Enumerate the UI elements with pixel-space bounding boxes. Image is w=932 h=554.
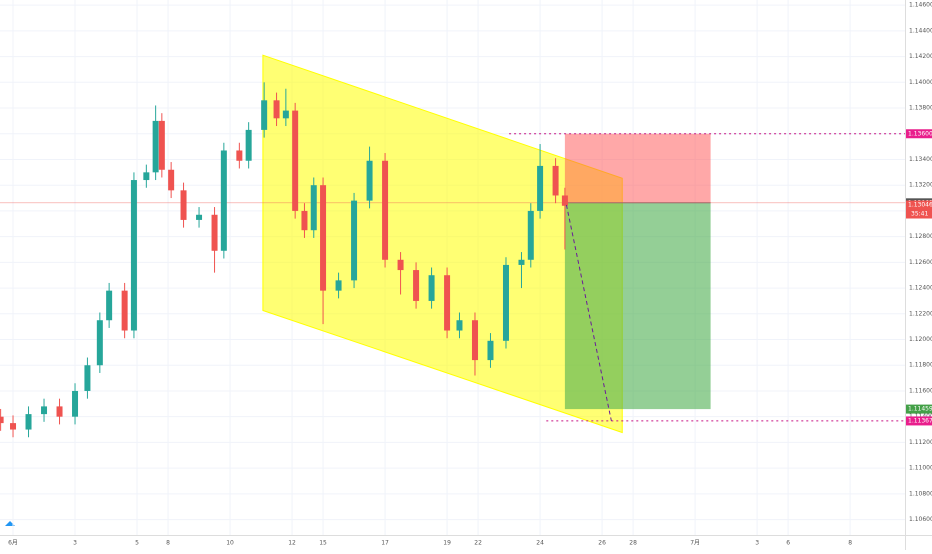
price-label-bg	[906, 200, 932, 210]
y-tick-label: 1.11600	[909, 387, 932, 394]
y-tick-label: 1.12400	[909, 285, 932, 292]
stop-zone	[564, 133, 711, 203]
candle-body	[456, 320, 463, 331]
y-tick-label: 1.11800	[909, 362, 932, 369]
candle-body	[121, 290, 128, 331]
candle-body	[301, 210, 308, 231]
candle-body	[10, 423, 17, 430]
countdown: 35:41	[911, 210, 928, 217]
x-tick-label: 12	[288, 540, 296, 547]
x-tick-label: 26	[598, 540, 606, 547]
x-tick-label: 7月	[690, 540, 700, 547]
candle-body	[273, 100, 280, 119]
candle-body	[143, 172, 150, 181]
price-label-bg	[906, 404, 932, 414]
x-tick-label: 17	[381, 540, 389, 547]
y-tick-label: 1.14000	[909, 79, 932, 86]
y-tick-label: 1.12600	[909, 259, 932, 266]
candle-body	[56, 406, 63, 417]
y-tick-label: 1.11200	[909, 439, 932, 446]
candle-body	[0, 416, 4, 424]
candle-body	[168, 169, 175, 191]
logo-mark	[5, 521, 15, 526]
parallel-channel	[262, 54, 623, 434]
x-tick-label: 6	[786, 540, 790, 547]
y-tick-label: 1.13400	[909, 156, 932, 163]
candle-body	[130, 180, 137, 331]
countdown-bg	[906, 209, 932, 219]
candle-body	[413, 270, 420, 301]
candle-body	[292, 110, 299, 211]
candle-body	[220, 150, 227, 251]
candle-body	[335, 280, 342, 291]
x-tick-label: 3	[73, 540, 77, 547]
x-tick-label: 8	[166, 540, 170, 547]
x-tick-label: 6月	[8, 540, 18, 547]
y-tick-label: 1.13800	[909, 105, 932, 112]
y-tick-label: 1.12800	[909, 233, 932, 240]
y-tick-label: 1.10800	[909, 490, 932, 497]
candle-body	[444, 275, 451, 331]
y-tick-label: 1.11000	[909, 465, 932, 472]
y-tick-label: 1.12200	[909, 310, 932, 317]
x-tick-label: 22	[474, 540, 482, 547]
candle-body	[561, 195, 568, 206]
candle-body	[552, 165, 559, 196]
candle-body	[25, 414, 32, 430]
projection-line	[565, 204, 612, 422]
price-label-bg	[906, 129, 932, 139]
candle-body	[152, 120, 159, 173]
candle-body	[366, 160, 373, 201]
candle-body	[502, 264, 509, 341]
x-tick-label: 19	[443, 540, 451, 547]
candle-body	[471, 320, 478, 361]
x-tick-label: 24	[536, 540, 544, 547]
x-tick-label: 15	[319, 540, 327, 547]
target-zone	[564, 202, 711, 410]
y-tick-label: 1.14200	[909, 53, 932, 60]
price-label: 1.13046	[908, 201, 932, 208]
candle-body	[41, 406, 48, 415]
y-tick-label: 1.12000	[909, 336, 932, 343]
candle-body	[282, 110, 289, 119]
candle-body	[211, 214, 218, 251]
y-tick-label: 1.14600	[909, 2, 932, 9]
candle-body	[382, 160, 389, 260]
candle-body	[245, 129, 252, 161]
candle-body	[106, 290, 113, 321]
candle-body	[180, 190, 187, 220]
candle-body	[537, 165, 544, 211]
price-label: 1.11367	[908, 417, 932, 424]
candle-body	[196, 214, 203, 220]
logo	[5, 521, 15, 526]
candle-body	[320, 185, 327, 291]
candle-body	[518, 259, 525, 265]
price-label: 1.11459	[908, 406, 932, 413]
candle-body	[236, 150, 243, 161]
candle-body	[72, 390, 79, 417]
y-tick-label: 1.10600	[909, 516, 932, 523]
candle-body	[261, 100, 268, 130]
y-tick-label: 1.14400	[909, 27, 932, 34]
candle-body	[96, 320, 103, 366]
candle-body	[487, 340, 494, 361]
y-tick-label: 1.13200	[909, 182, 932, 189]
candle-body	[310, 185, 317, 231]
candle-body	[428, 275, 435, 301]
candle-body	[158, 120, 165, 170]
candle-body	[84, 365, 91, 391]
price-label: 1.13600	[908, 130, 932, 137]
candle-body	[351, 200, 358, 281]
candle-body	[527, 210, 534, 260]
x-tick-label: 28	[629, 540, 637, 547]
price-label-bg	[906, 416, 932, 426]
x-tick-label: 8	[848, 540, 852, 547]
x-tick-label: 10	[226, 540, 234, 547]
candle-body	[397, 259, 404, 271]
x-tick-label: 5	[135, 540, 139, 547]
x-tick-label: 3	[755, 540, 759, 547]
